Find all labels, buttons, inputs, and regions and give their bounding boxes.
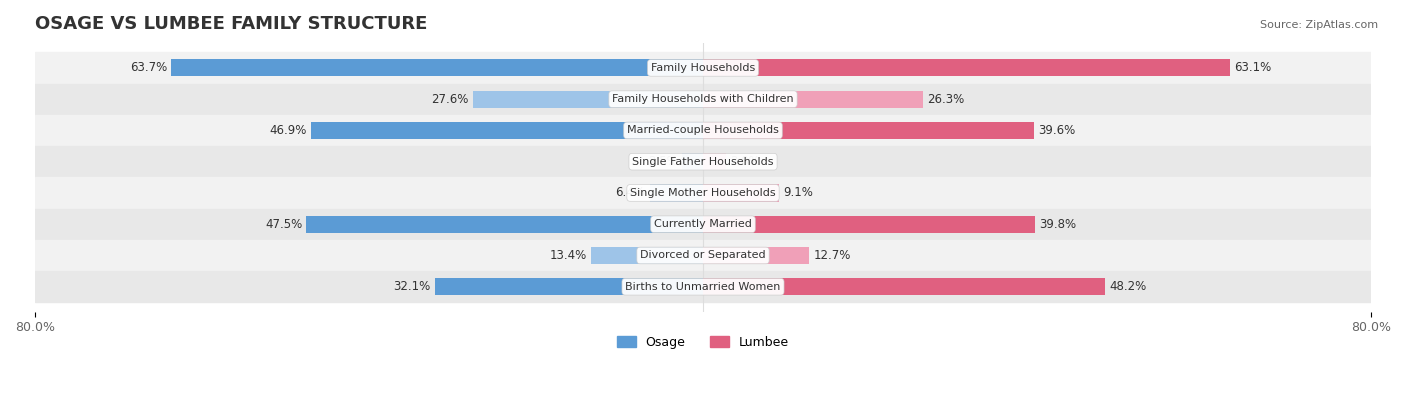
Text: 6.4%: 6.4% [616,186,645,199]
Bar [35,271,1371,303]
Text: 47.5%: 47.5% [264,218,302,231]
Text: 2.5%: 2.5% [648,155,678,168]
Bar [682,153,703,170]
Bar [35,209,1371,240]
Text: 12.7%: 12.7% [813,249,851,262]
Text: 48.2%: 48.2% [1109,280,1147,293]
Text: Divorced or Separated: Divorced or Separated [640,250,766,260]
Bar [591,247,703,264]
Bar [35,83,1371,115]
Text: 39.8%: 39.8% [1039,218,1077,231]
Text: 2.8%: 2.8% [731,155,761,168]
Bar [703,153,727,170]
Text: Family Households with Children: Family Households with Children [612,94,794,104]
Bar [703,90,922,108]
Bar [703,59,1230,77]
Bar [650,184,703,201]
Text: Births to Unmarried Women: Births to Unmarried Women [626,282,780,292]
Bar [35,115,1371,146]
Bar [307,216,703,233]
Text: Single Father Households: Single Father Households [633,157,773,167]
Bar [311,122,703,139]
Text: Married-couple Households: Married-couple Households [627,126,779,135]
Text: Currently Married: Currently Married [654,219,752,229]
Bar [703,184,779,201]
Text: 46.9%: 46.9% [270,124,307,137]
Text: 26.3%: 26.3% [927,93,965,106]
Bar [172,59,703,77]
Text: Source: ZipAtlas.com: Source: ZipAtlas.com [1260,20,1378,30]
Bar [35,240,1371,271]
Bar [703,216,1035,233]
Bar [35,146,1371,177]
Text: 63.7%: 63.7% [129,61,167,74]
Text: 63.1%: 63.1% [1234,61,1271,74]
Legend: Osage, Lumbee: Osage, Lumbee [612,331,794,354]
Bar [472,90,703,108]
Text: OSAGE VS LUMBEE FAMILY STRUCTURE: OSAGE VS LUMBEE FAMILY STRUCTURE [35,15,427,33]
Bar [434,278,703,295]
Bar [703,122,1033,139]
Text: Family Households: Family Households [651,63,755,73]
Text: Single Mother Households: Single Mother Households [630,188,776,198]
Bar [35,52,1371,83]
Text: 32.1%: 32.1% [394,280,430,293]
Bar [703,247,808,264]
Bar [35,177,1371,209]
Text: 13.4%: 13.4% [550,249,586,262]
Text: 27.6%: 27.6% [432,93,468,106]
Text: 9.1%: 9.1% [783,186,813,199]
Text: 39.6%: 39.6% [1038,124,1076,137]
Bar [703,278,1105,295]
